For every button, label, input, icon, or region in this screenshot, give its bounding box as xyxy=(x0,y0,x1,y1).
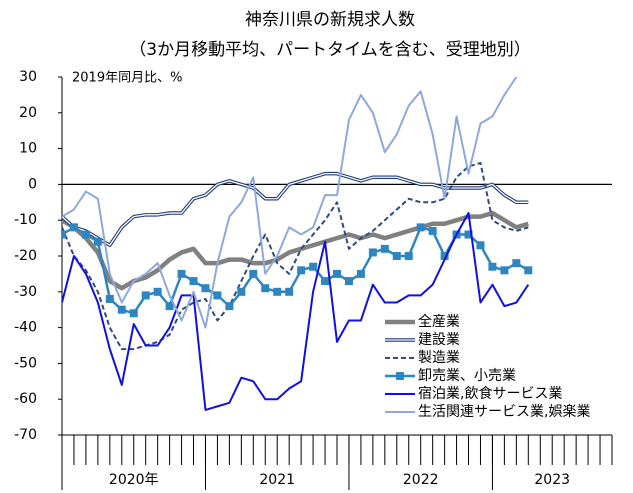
legend-label: 宿泊業,飲食サービス業 xyxy=(418,385,562,402)
plot-area xyxy=(62,77,533,411)
series-marker xyxy=(261,284,270,293)
series-marker xyxy=(428,226,437,235)
series-marker xyxy=(165,302,174,311)
legend-label: 建設業 xyxy=(418,332,460,348)
series-marker xyxy=(249,269,258,278)
y-tick-label: -70 xyxy=(14,427,37,443)
series-marker xyxy=(356,269,365,278)
y-tick-label: -30 xyxy=(14,284,37,300)
series-marker xyxy=(512,259,521,268)
series-marker xyxy=(93,237,102,246)
x-group-label: 2020年 xyxy=(109,472,159,488)
legend-label: 製造業 xyxy=(418,350,460,366)
series-marker xyxy=(321,277,330,286)
series-marker xyxy=(62,230,66,239)
series-marker xyxy=(524,266,533,275)
series-marker xyxy=(309,262,318,271)
series-marker xyxy=(81,230,90,239)
y-tick-label: -50 xyxy=(14,355,37,371)
legend-marker xyxy=(396,372,404,380)
y-tick-label: -40 xyxy=(14,320,37,336)
series-marker xyxy=(297,266,306,275)
series-marker xyxy=(333,269,341,278)
y-tick-label: 10 xyxy=(19,141,37,157)
series-marker xyxy=(129,309,138,318)
series-marker xyxy=(344,277,353,286)
series-marker xyxy=(69,223,78,232)
legend-label: 全産業 xyxy=(418,313,460,330)
annotation: 2019年同月比、% xyxy=(72,71,182,86)
series-marker xyxy=(273,287,282,296)
series-marker xyxy=(153,287,162,296)
series-marker xyxy=(105,294,114,303)
legend-label: 生活関連サービス業,娯楽業 xyxy=(418,404,590,420)
y-tick-label: -10 xyxy=(14,212,37,228)
series-marker xyxy=(416,223,425,232)
series-line xyxy=(62,226,529,315)
chart-subtitle: （3か月移動平均、パートタイムを含む、受理地別） xyxy=(129,40,530,60)
series-marker xyxy=(141,291,150,300)
series-marker xyxy=(189,277,198,286)
series-marker xyxy=(404,252,413,260)
x-group-label: 2023 xyxy=(534,472,570,488)
series-marker xyxy=(201,284,210,293)
series-line xyxy=(62,210,529,291)
y-tick-label: 20 xyxy=(19,105,37,121)
y-tick-label: 0 xyxy=(28,176,37,192)
series-marker xyxy=(237,287,246,296)
series-marker xyxy=(488,262,497,271)
y-tick-label: -20 xyxy=(14,248,37,264)
series-marker xyxy=(368,248,377,257)
series-marker xyxy=(464,230,473,239)
series-marker xyxy=(392,252,401,260)
series-marker xyxy=(213,291,222,300)
y-tick-label: -60 xyxy=(14,391,37,407)
chart-title: 神奈川県の新規求人数 xyxy=(245,10,415,30)
series-marker xyxy=(225,302,234,311)
y-tick-label: 30 xyxy=(19,69,37,85)
series-marker xyxy=(380,244,389,253)
series-line xyxy=(62,77,518,329)
series-line xyxy=(62,212,530,411)
series-line xyxy=(62,161,529,351)
series-marker xyxy=(440,252,449,260)
series-marker xyxy=(500,266,509,275)
series-marker xyxy=(285,287,294,296)
x-group-label: 2022 xyxy=(403,472,439,488)
series-marker xyxy=(117,305,126,314)
series-marker xyxy=(476,241,485,250)
legend-label: 卸売業、小売業 xyxy=(418,368,516,384)
x-group-label: 2021 xyxy=(259,472,295,488)
series-marker xyxy=(177,269,186,278)
